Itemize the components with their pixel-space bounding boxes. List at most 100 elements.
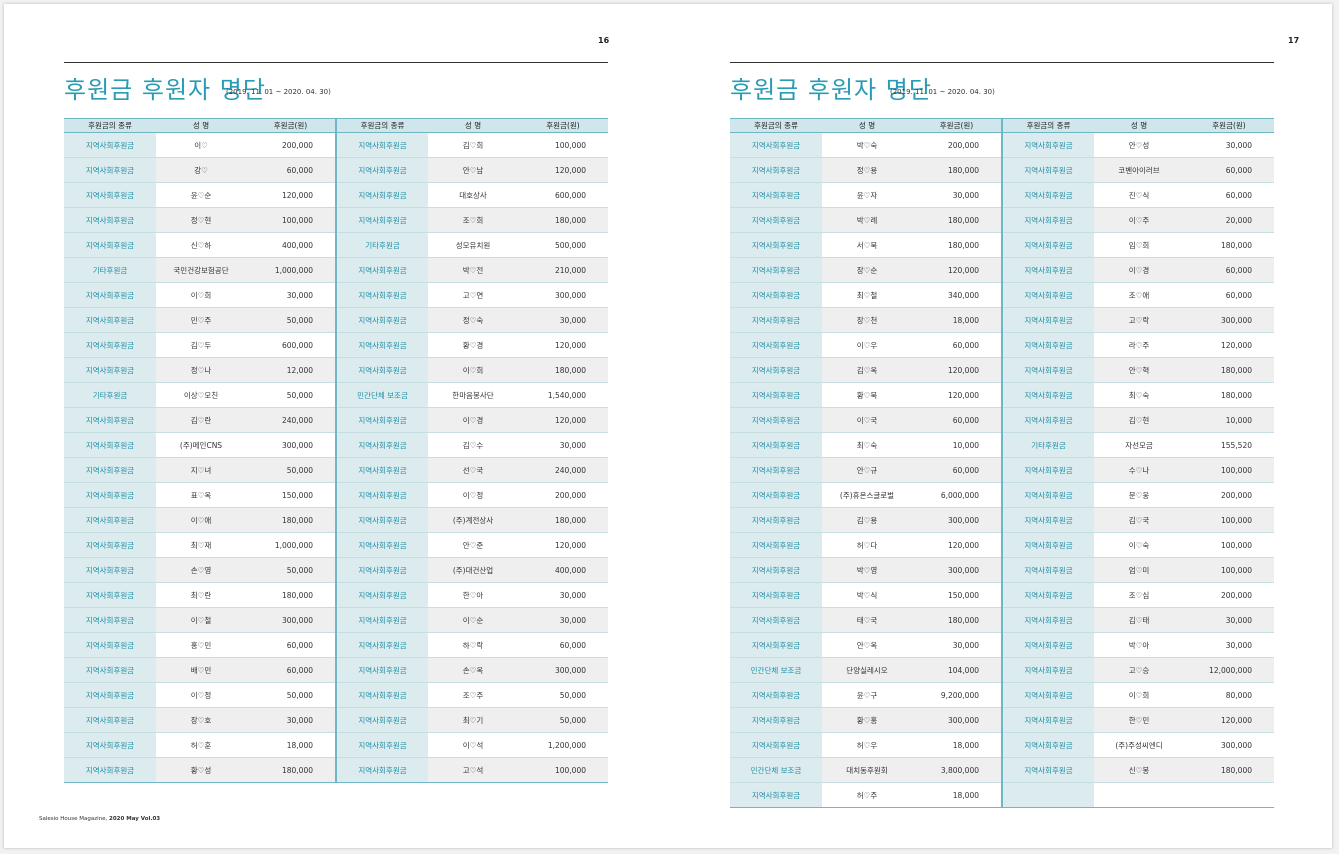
donation-type: 지역사회후원금 (64, 407, 156, 433)
donation-amount: 200,000 (912, 132, 1002, 158)
table-header-row: 후원금의 종류 성 명 후원금(원) 후원금의 종류 성 명 후원금(원) (730, 118, 1274, 133)
donation-type: 지역사회후원금 (64, 707, 156, 733)
table-row: 지역사회후원금 장♡호 30,000 지역사회후원금 최♡기 50,000 (64, 707, 608, 733)
donor-name: 김♡희 (428, 132, 518, 158)
donor-name: 최♡철 (822, 282, 912, 308)
donation-type: 지역사회후원금 (1001, 482, 1094, 508)
donation-amount: 50,000 (246, 457, 336, 483)
table-row: 지역사회후원금 장♡천 18,000 지역사회후원금 고♡락 300,000 (730, 307, 1274, 333)
donation-amount: 60,000 (246, 657, 336, 683)
donor-name: 배♡민 (156, 657, 246, 683)
donation-type: 지역사회후원금 (1001, 757, 1094, 783)
table-row: 지역사회후원금 이♡철 300,000 지역사회후원금 이♡순 30,000 (64, 607, 608, 633)
donation-type: 지역사회후원금 (1001, 307, 1094, 333)
table-row: 지역사회후원금 윤♡자 30,000 지역사회후원금 진♡식 60,000 (730, 182, 1274, 208)
donor-name: 이♡경 (1094, 257, 1184, 283)
donation-amount: 30,000 (518, 432, 608, 458)
donation-amount: 100,000 (518, 132, 608, 158)
donor-name: 황♡북 (822, 382, 912, 408)
table-row: 지역사회후원금 황♡북 120,000 지역사회후원금 최♡숙 180,000 (730, 382, 1274, 408)
table-row: 지역사회후원금 박♡숙 200,000 지역사회후원금 안♡성 30,000 (730, 132, 1274, 158)
donation-type: 지역사회후원금 (1001, 682, 1094, 708)
donation-type: 지역사회후원금 (64, 232, 156, 258)
donor-name: 지♡녀 (156, 457, 246, 483)
donation-amount: 104,000 (912, 657, 1002, 683)
table-row: 민간단체 보조금 대치동후원회 3,800,000 지역사회후원금 신♡봉 180,000 (730, 757, 1274, 783)
donation-amount: 500,000 (518, 232, 608, 258)
donation-amount: 120,000 (912, 357, 1002, 383)
donation-type: 지역사회후원금 (335, 457, 428, 483)
donor-name: 손♡영 (156, 557, 246, 583)
donation-type: 지역사회후원금 (1001, 132, 1094, 158)
donor-name: 손♡옥 (428, 657, 518, 683)
donation-amount: 30,000 (912, 182, 1002, 208)
donor-name: 최♡숙 (822, 432, 912, 458)
donation-type: 지역사회후원금 (335, 407, 428, 433)
donation-type: 지역사회후원금 (730, 632, 822, 658)
donation-amount: 1,200,000 (518, 732, 608, 758)
donation-type: 지역사회후원금 (730, 257, 822, 283)
donation-type: 지역사회후원금 (335, 707, 428, 733)
donor-name: (주)계전상사 (428, 507, 518, 533)
donation-amount: 60,000 (1184, 257, 1274, 283)
donation-type: 지역사회후원금 (730, 532, 822, 558)
donation-amount: 1,000,000 (246, 257, 336, 283)
donation-amount: 180,000 (1184, 232, 1274, 258)
donation-type: 지역사회후원금 (64, 432, 156, 458)
donation-amount: 30,000 (518, 607, 608, 633)
donation-amount: 30,000 (1184, 632, 1274, 658)
table-row: 지역사회후원금 이♡국 60,000 지역사회후원금 김♡현 10,000 (730, 407, 1274, 433)
donor-name: (주)휴온스글로벌 (822, 482, 912, 508)
donation-amount: 300,000 (912, 707, 1002, 733)
donor-name: 홍♡민 (156, 632, 246, 658)
donation-type: 지역사회후원금 (730, 482, 822, 508)
table-row: 지역사회후원금 장♡순 120,000 지역사회후원금 이♡경 60,000 (730, 257, 1274, 283)
donation-type: 지역사회후원금 (335, 482, 428, 508)
donor-name: 대호상사 (428, 182, 518, 208)
donation-type: 지역사회후원금 (730, 207, 822, 233)
donation-type: 지역사회후원금 (730, 732, 822, 758)
donor-name: 최♡기 (428, 707, 518, 733)
donor-name: 안♡남 (428, 157, 518, 183)
donation-amount: 300,000 (912, 557, 1002, 583)
column-header: 후원금(원) (518, 118, 608, 133)
donation-type: 지역사회후원금 (730, 682, 822, 708)
donation-amount: 180,000 (1184, 357, 1274, 383)
donor-name: 이♡희 (156, 282, 246, 308)
donation-amount: 180,000 (518, 507, 608, 533)
donation-amount: 100,000 (1184, 507, 1274, 533)
donor-name: 이♡철 (156, 607, 246, 633)
donor-name: 임♡희 (1094, 232, 1184, 258)
donor-name: 김♡옥 (822, 357, 912, 383)
donation-amount: 120,000 (912, 382, 1002, 408)
donation-type: 지역사회후원금 (335, 357, 428, 383)
table-row: 지역사회후원금 (주)메인CNS 300,000 지역사회후원금 김♡수 30,000 (64, 432, 608, 458)
donation-type: 지역사회후원금 (335, 632, 428, 658)
donation-amount: 340,000 (912, 282, 1002, 308)
donation-amount: 12,000 (246, 357, 336, 383)
donor-name: 안♡준 (428, 532, 518, 558)
donation-type: 지역사회후원금 (335, 757, 428, 783)
donation-amount: 300,000 (912, 507, 1002, 533)
donation-type: 지역사회후원금 (730, 307, 822, 333)
donation-type: 지역사회후원금 (1001, 557, 1094, 583)
donation-type: 지역사회후원금 (64, 657, 156, 683)
donation-type: 지역사회후원금 (64, 157, 156, 183)
donation-type: 지역사회후원금 (1001, 157, 1094, 183)
donation-amount: 80,000 (1184, 682, 1274, 708)
donor-name: (주)메인CNS (156, 432, 246, 458)
donor-name: 장♡호 (156, 707, 246, 733)
donation-type: 지역사회후원금 (64, 132, 156, 158)
donor-name: 김♡국 (1094, 507, 1184, 533)
donor-name: 문♡웅 (1094, 482, 1184, 508)
donation-type: 지역사회후원금 (64, 332, 156, 358)
donor-name: 조♡심 (1094, 582, 1184, 608)
donation-amount: 300,000 (246, 607, 336, 633)
donor-name: 성모유치원 (428, 232, 518, 258)
donor-name: 정♡용 (822, 157, 912, 183)
table-row: 지역사회후원금 안♡옥 30,000 지역사회후원금 박♡아 30,000 (730, 632, 1274, 658)
column-header: 후원금(원) (246, 118, 336, 133)
donation-type: 지역사회후원금 (64, 307, 156, 333)
donor-name: 자선모금 (1094, 432, 1184, 458)
donor-name: 이♡주 (1094, 207, 1184, 233)
